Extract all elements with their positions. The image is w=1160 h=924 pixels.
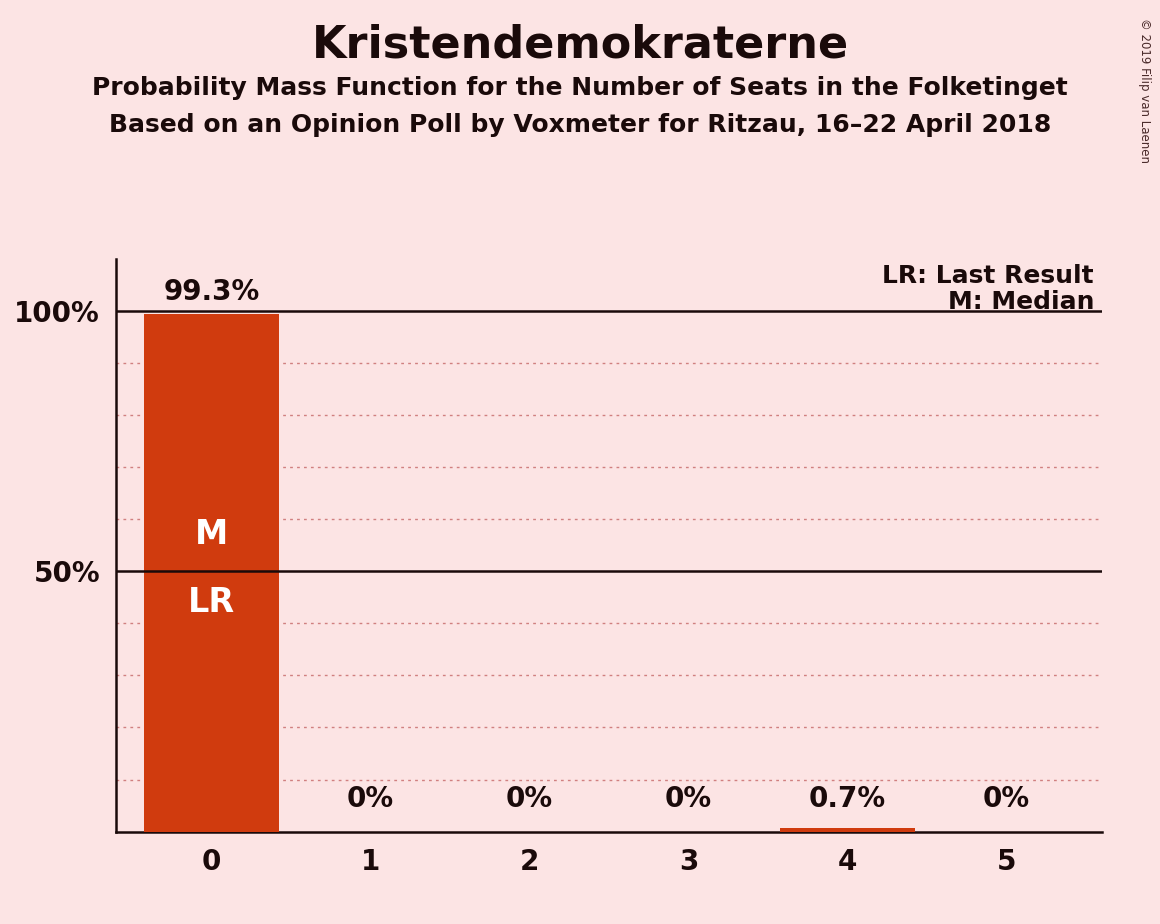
Text: M: Median: M: Median (948, 290, 1094, 314)
Text: 0%: 0% (347, 785, 394, 813)
Text: 0%: 0% (665, 785, 712, 813)
Text: LR: Last Result: LR: Last Result (883, 264, 1094, 288)
Text: © 2019 Filip van Laenen: © 2019 Filip van Laenen (1138, 18, 1151, 164)
Bar (144, 314, 280, 832)
Text: 99.3%: 99.3% (164, 277, 260, 306)
Text: 0%: 0% (506, 785, 553, 813)
Text: 0%: 0% (983, 785, 1030, 813)
Text: Kristendemokraterne: Kristendemokraterne (311, 23, 849, 67)
Text: 0.7%: 0.7% (809, 785, 886, 813)
Text: LR: LR (188, 586, 235, 619)
Text: Probability Mass Function for the Number of Seats in the Folketinget: Probability Mass Function for the Number… (92, 76, 1068, 100)
Text: M: M (195, 518, 229, 552)
Bar (780, 828, 915, 832)
Text: Based on an Opinion Poll by Voxmeter for Ritzau, 16–22 April 2018: Based on an Opinion Poll by Voxmeter for… (109, 113, 1051, 137)
